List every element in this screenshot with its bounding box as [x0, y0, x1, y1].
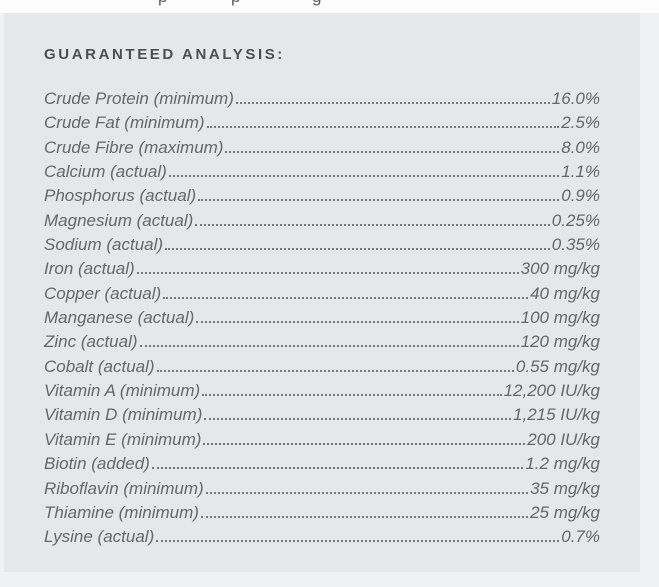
analysis-row: Crude Fat (minimum) 2.5% [44, 111, 600, 135]
dot-leader [200, 501, 529, 518]
nutrient-label: Phosphorus (actual) [44, 186, 197, 206]
nutrient-value: 0.9% [561, 186, 600, 206]
analysis-rows: Crude Protein (minimum) 16.0% Crude Fat (m… [44, 87, 600, 550]
dot-leader [168, 160, 560, 178]
dot-leader [202, 379, 502, 397]
guaranteed-analysis-card: GUARANTEED ANALYSIS: Crude Protein (mini… [4, 13, 640, 572]
dot-leader [203, 428, 526, 445]
nutrient-label: Iron (actual) [44, 259, 135, 279]
nutrient-label: Vitamin E (minimum) [44, 429, 202, 449]
nutrient-label: Calcium (actual) [44, 162, 167, 182]
nutrient-value: 12,200 IU/kg [503, 381, 600, 401]
dot-leader [165, 233, 550, 251]
nutrient-value: 300 mg/kg [520, 259, 600, 279]
analysis-row: Vitamin E (minimum) 200 IU/kg [44, 428, 600, 452]
dot-leader [156, 355, 514, 372]
analysis-row: Manganese (actual) 100 mg/kg [44, 306, 600, 330]
nutrient-value: 35 mg/kg [530, 478, 600, 498]
nutrient-value: 0.55 mg/kg [515, 356, 600, 376]
dot-leader [163, 282, 529, 299]
analysis-row: Crude Protein (minimum) 16.0% [44, 87, 600, 111]
nutrient-label: Vitamin A (minimum) [44, 381, 201, 401]
dot-leader [195, 209, 550, 226]
analysis-row: Crude Fibre (maximum) 8.0% [44, 136, 600, 160]
nutrient-label: Crude Fibre (maximum) [44, 137, 224, 157]
nutrient-value: 200 IU/kg [527, 429, 600, 449]
nutrient-label: Biotin (added) [44, 454, 150, 474]
nutrient-value: 25 mg/kg [530, 502, 600, 522]
analysis-row: Vitamin D (minimum) 1,215 IU/kg [44, 403, 600, 427]
nutrient-value: 100 mg/kg [520, 308, 600, 328]
dot-leader [206, 111, 560, 129]
dot-leader [196, 306, 519, 324]
clipped-glyph: p [231, 0, 240, 7]
dot-leader [136, 257, 519, 275]
nutrient-label: Zinc (actual) [44, 332, 138, 352]
analysis-row: Zinc (actual) 120 mg/kg [44, 330, 600, 354]
nutrient-value: 0.7% [561, 527, 600, 547]
analysis-row: Magnesium (actual) 0.25% [44, 209, 600, 233]
nutrient-label: Cobalt (actual) [44, 356, 155, 376]
nutrient-label: Crude Protein (minimum) [44, 89, 234, 108]
nutrient-value: 1.2 mg/kg [525, 454, 600, 474]
analysis-row: Phosphorus (actual) 0.9% [44, 184, 600, 208]
dot-leader [235, 87, 550, 104]
nutrient-value: 0.35% [551, 235, 600, 255]
analysis-row: Thiamine (minimum) 25 mg/kg [44, 501, 600, 525]
clipped-glyph: g [312, 0, 321, 7]
nutrient-label: Riboflavin (minimum) [44, 478, 204, 498]
analysis-row: Iron (actual) 300 mg/kg [44, 257, 600, 281]
nutrient-label: Vitamin D (minimum) [44, 405, 203, 425]
nutrient-value: 0.25% [551, 210, 600, 230]
nutrient-value: 8.0% [561, 137, 600, 157]
analysis-row: Riboflavin (minimum) 35 mg/kg [44, 477, 600, 501]
dot-leader [151, 452, 524, 470]
analysis-row: Sodium (actual) 0.35% [44, 233, 600, 257]
nutrient-label: Manganese (actual) [44, 308, 195, 328]
analysis-row: Copper (actual) 40 mg/kg [44, 282, 600, 306]
nutrient-label: Sodium (actual) [44, 235, 164, 255]
clipped-glyph: p [158, 0, 167, 7]
nutrient-value: 1,215 IU/kg [513, 405, 600, 425]
guaranteed-analysis-heading: GUARANTEED ANALYSIS: [44, 46, 285, 63]
analysis-row: Lysine (actual) 0.7% [44, 525, 600, 549]
nutrient-label: Lysine (actual) [44, 527, 155, 547]
nutrient-label: Copper (actual) [44, 283, 162, 303]
nutrient-value: 1.1% [561, 162, 600, 182]
analysis-row: Vitamin A (minimum) 12,200 IU/kg [44, 379, 600, 403]
nutrient-value: 16.0% [551, 89, 600, 108]
dot-leader [205, 477, 529, 494]
dot-leader [139, 330, 519, 348]
nutrient-label: Thiamine (minimum) [44, 502, 199, 522]
analysis-row: Calcium (actual) 1.1% [44, 160, 600, 184]
dot-leader [204, 403, 512, 421]
nutrient-value: 120 mg/kg [520, 332, 600, 352]
nutrient-value: 40 mg/kg [530, 283, 600, 303]
dot-leader [156, 525, 560, 543]
dot-leader [198, 184, 560, 202]
clipped-text-line: p p g [0, 0, 659, 13]
nutrient-label: Magnesium (actual) [44, 210, 194, 230]
dot-leader [225, 136, 560, 153]
analysis-row: Cobalt (actual) 0.55 mg/kg [44, 355, 600, 379]
nutrient-label: Crude Fat (minimum) [44, 113, 205, 133]
analysis-row: Biotin (added) 1.2 mg/kg [44, 452, 600, 476]
nutrient-value: 2.5% [561, 113, 600, 133]
